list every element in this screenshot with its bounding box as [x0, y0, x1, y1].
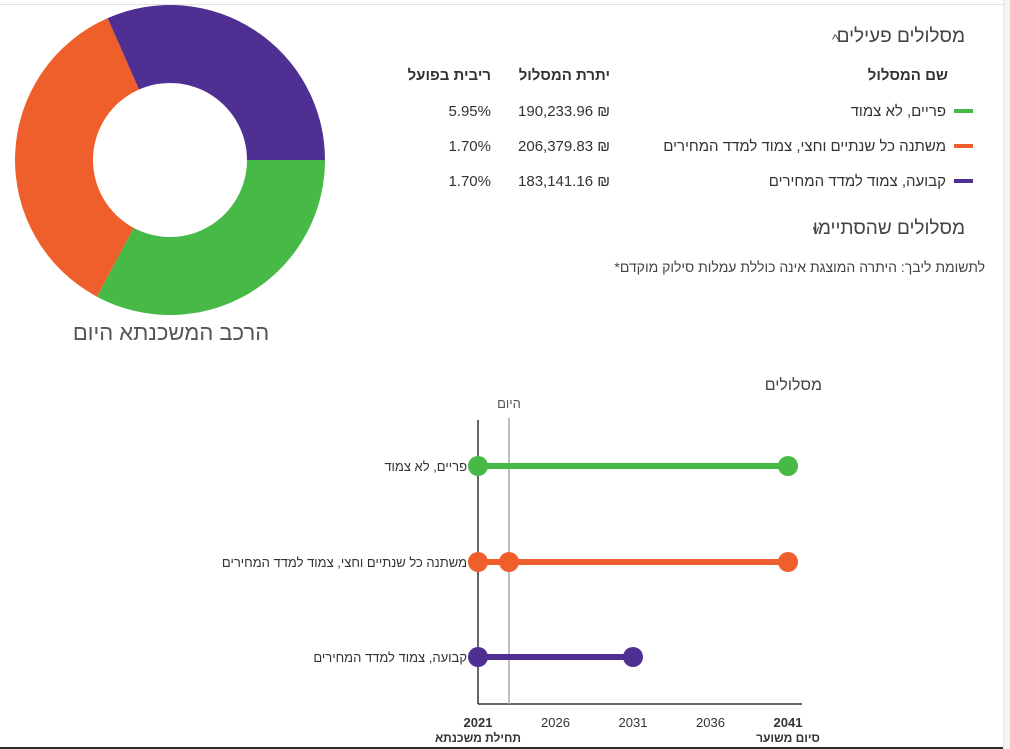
donut-chart [14, 5, 325, 315]
active-tracks-table: פריים, לא צמוד 190,233.96 ₪ 5.95% משתנה כל … [448, 103, 973, 190]
donut-slice[interactable] [96, 160, 325, 315]
header-rate: ריבית בפועל [408, 67, 491, 84]
balance-note: *לתשומת ליבך: היתרה המוצגת אינה כוללת עמ… [614, 259, 985, 275]
header-track-name: שם המסלול [868, 67, 948, 84]
series-point[interactable] [468, 456, 488, 476]
track-rate: 1.70% [448, 173, 491, 190]
track-balance: 190,233.96 ₪ [518, 103, 610, 120]
series-point[interactable] [499, 552, 519, 572]
track-color-swatch [954, 179, 973, 183]
ended-tracks-title[interactable]: מסלולים שהסתיימו [813, 218, 965, 239]
track-name: פריים, לא צמוד [851, 103, 946, 120]
donut-slice[interactable] [107, 5, 325, 161]
track-rate: 5.95% [448, 103, 491, 120]
x-tick-label: 2026 [541, 715, 570, 730]
chevron-down-icon[interactable]: v [813, 222, 820, 237]
series-label: פריים, לא צמוד [384, 459, 467, 474]
active-tracks-title[interactable]: מסלולים פעילים [837, 26, 965, 47]
tracks-timeline-chart: מסלולים היום פריים, לא צמוד משתנה כל שנתיים… [222, 376, 822, 745]
track-name: משתנה כל שנתיים וחצי, צמוד למדד המחירים [663, 138, 946, 155]
series-point[interactable] [468, 552, 488, 572]
x-start-label: תחילת משכנתא [435, 731, 521, 745]
track-name: קבועה, צמוד למדד המחירים [769, 173, 946, 190]
bottom-border [0, 747, 1003, 749]
donut-caption: הרכב המשכנתא היום [73, 320, 269, 345]
series-point[interactable] [468, 647, 488, 667]
chevron-up-icon[interactable]: ^ [832, 31, 839, 47]
series-label: קבועה, צמוד למדד המחירים [313, 650, 467, 665]
track-balance: 183,141.16 ₪ [518, 173, 610, 190]
x-tick-label: 2036 [696, 715, 725, 730]
track-color-swatch [954, 144, 973, 148]
today-label: היום [497, 396, 521, 411]
header-balance: יתרת המסלול [519, 67, 610, 84]
series-point[interactable] [623, 647, 643, 667]
scrollbar[interactable] [1003, 0, 1010, 749]
x-end-label: סיום משוער [756, 731, 820, 745]
top-border [0, 0, 1003, 5]
x-tick-label: 2031 [619, 715, 648, 730]
x-tick-label: 2021 [464, 715, 493, 730]
track-color-swatch [954, 109, 973, 113]
series-point[interactable] [778, 456, 798, 476]
x-tick-label: 2041 [774, 715, 803, 730]
track-balance: 206,379.83 ₪ [518, 138, 610, 155]
chart-title: מסלולים [765, 376, 822, 394]
track-rate: 1.70% [448, 138, 491, 155]
series-label: משתנה כל שנתיים וחצי, צמוד למדד המחירים [222, 555, 467, 570]
donut-slice[interactable] [14, 18, 140, 297]
series-point[interactable] [778, 552, 798, 572]
